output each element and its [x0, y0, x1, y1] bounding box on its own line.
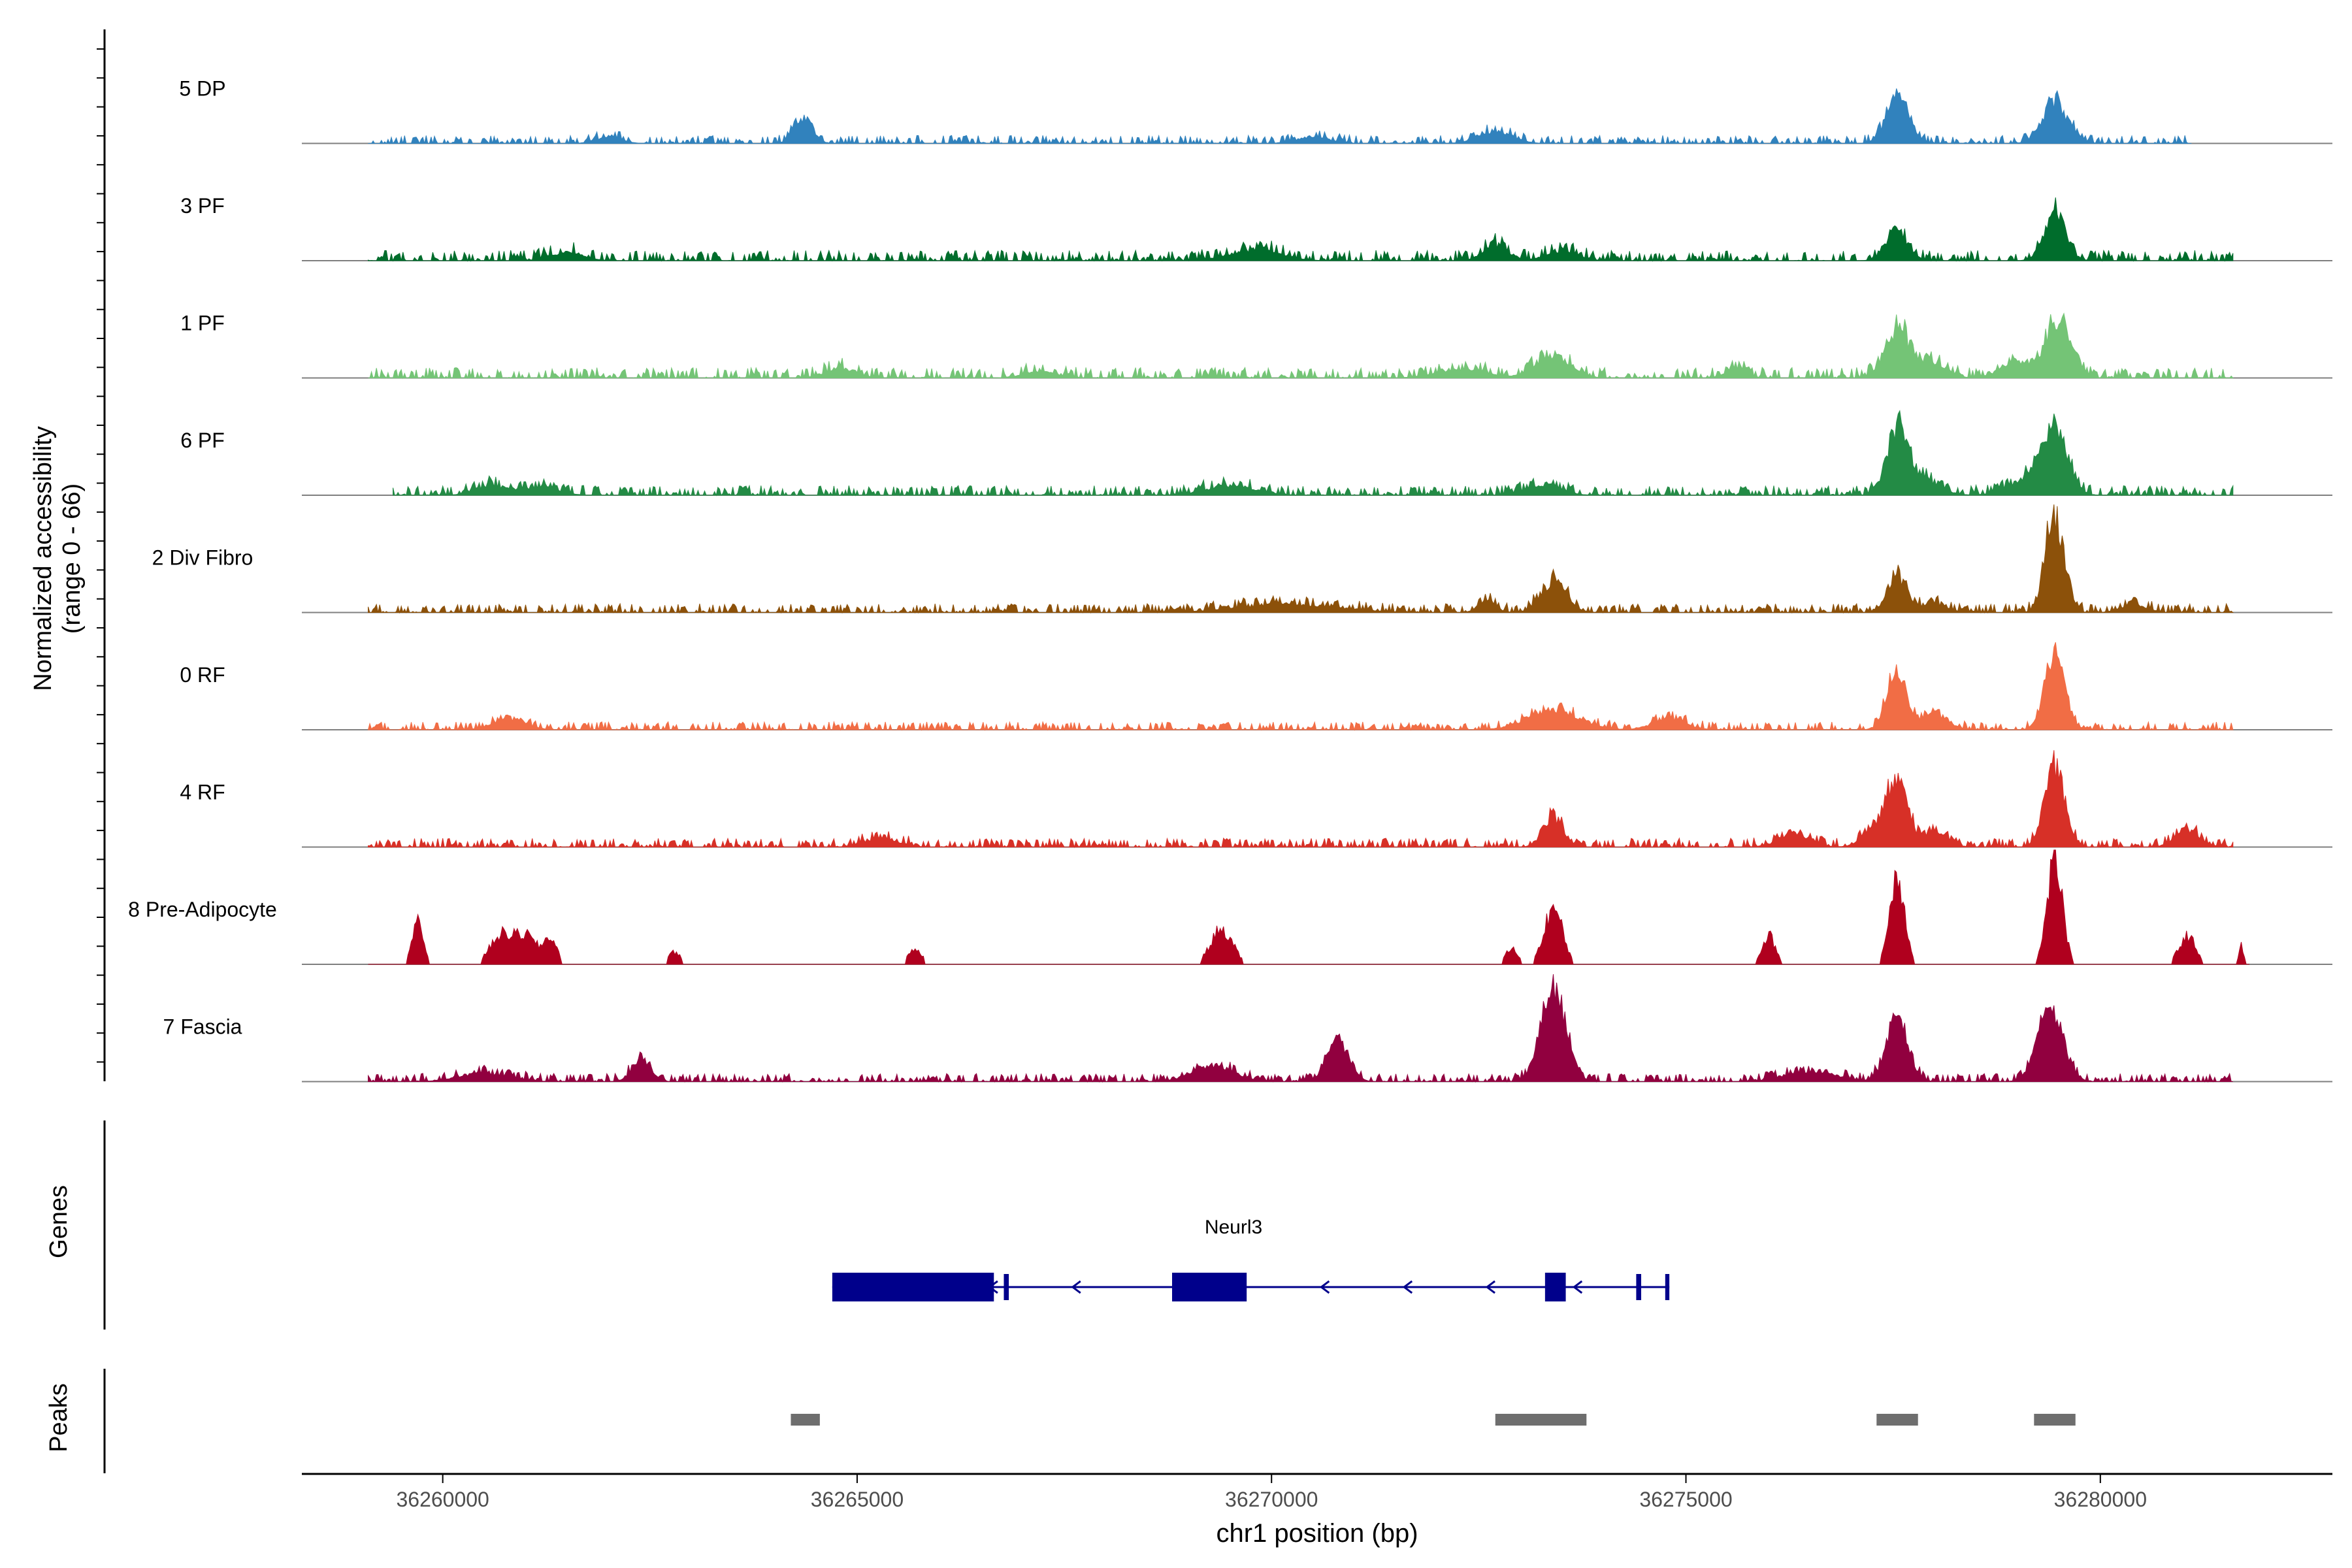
peaks-track-label: Peaks: [45, 1383, 73, 1452]
coverage-tracks: 5 DP 3 PF 1 PF 6 PF 2 Div Fibro 0 RF 4 RF 8 Pre…: [128, 77, 2332, 1083]
gene-name-label: Neurl3: [1205, 1217, 1262, 1238]
y-axis-title: Normalized accessibility (range 0 - 66): [29, 426, 86, 691]
coverage-area: [368, 849, 2250, 965]
track-label: 4 RF: [180, 781, 225, 804]
x-tick-label: 36270000: [1225, 1488, 1318, 1511]
strand-arrow: [1071, 1280, 1081, 1294]
track-label: 8 Pre-Adipocyte: [128, 898, 277, 921]
y-axis-title-line2: (range 0 - 66): [58, 483, 86, 634]
x-tick-label: 36260000: [396, 1488, 489, 1511]
coverage-area: [368, 197, 2234, 262]
coverage-area: [368, 88, 2192, 145]
x-axis: 36260000 36265000 36270000 36275000 36280000: [302, 1473, 2332, 1511]
x-axis-title: chr1 position (bp): [1216, 1519, 1418, 1548]
coverage-area: [368, 974, 2233, 1083]
gene-exon: [1172, 1273, 1247, 1301]
strand-arrow: [1402, 1280, 1413, 1294]
coverage-area: [368, 504, 2234, 614]
track-6-pf: 6 PF: [180, 410, 2332, 497]
track-label: 2 Div Fibro: [152, 546, 253, 570]
track-label: 7 Fascia: [163, 1015, 242, 1039]
track-1-pf: 1 PF: [180, 312, 2332, 380]
strand-arrow: [1485, 1280, 1495, 1294]
y-axis-title-line1: Normalized accessibility: [29, 426, 57, 691]
peak-region: [2034, 1414, 2076, 1426]
strand-arrow: [1572, 1280, 1583, 1294]
gene-exon: [832, 1273, 994, 1301]
track-7-fascia: 7 Fascia: [163, 974, 2332, 1083]
peak-region: [1876, 1414, 1918, 1426]
x-tick-label: 36265000: [811, 1488, 904, 1511]
coverage-area: [367, 642, 2234, 731]
track-label: 1 PF: [180, 312, 225, 335]
gene-exon: [1636, 1274, 1642, 1300]
axes-layer: [97, 29, 106, 1473]
track-label: 0 RF: [180, 663, 225, 687]
track-label: 5 DP: [179, 77, 225, 101]
peak-region: [1495, 1414, 1587, 1426]
coverage-area: [368, 312, 2234, 380]
genes-track-label: Genes: [45, 1185, 73, 1258]
gene-track: [832, 1273, 1670, 1301]
track-3-pf: 3 PF: [180, 194, 2332, 262]
x-tick-label: 36275000: [1639, 1488, 1732, 1511]
gene-exon: [1544, 1273, 1566, 1301]
peak-track: [791, 1414, 2076, 1426]
track-2-div-fibro: 2 Div Fibro: [152, 504, 2332, 614]
coverage-area: [368, 750, 2234, 849]
track-5-dp: 5 DP: [179, 77, 2332, 145]
peak-region: [791, 1414, 820, 1426]
strand-arrow: [1319, 1280, 1330, 1294]
x-tick-label: 36280000: [2054, 1488, 2147, 1511]
gene-exon: [1665, 1274, 1670, 1300]
track-4-rf: 4 RF: [180, 750, 2332, 849]
track-label: 3 PF: [180, 194, 225, 218]
track-8-pre-adipocyte: 8 Pre-Adipocyte: [128, 849, 2332, 965]
coverage-area: [393, 410, 2234, 497]
track-0-rf: 0 RF: [180, 642, 2332, 731]
track-label: 6 PF: [180, 429, 225, 452]
gene-exon: [1004, 1274, 1009, 1300]
